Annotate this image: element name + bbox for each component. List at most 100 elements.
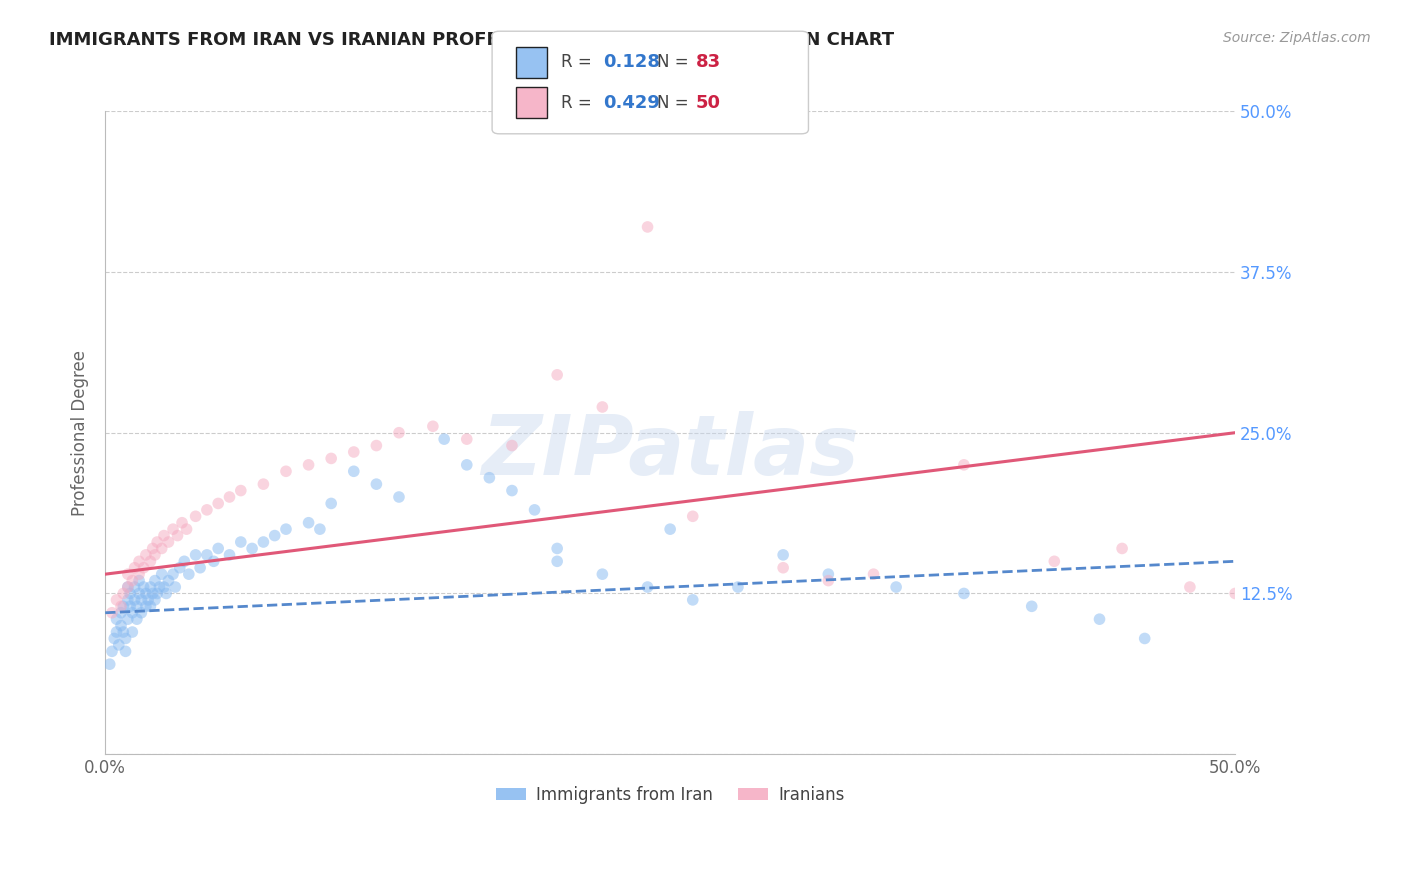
Point [1088, 612, 1111, 626]
Point [546, 554, 568, 568]
Point [240, 541, 263, 556]
Point [366, 477, 388, 491]
Point [366, 439, 388, 453]
Point [207, 541, 229, 556]
Point [202, 554, 225, 568]
Point [478, 471, 501, 485]
Text: N =: N = [657, 54, 693, 71]
Point [150, 567, 173, 582]
Point [772, 548, 794, 562]
Point [817, 574, 839, 588]
Point [388, 490, 411, 504]
Point [682, 593, 704, 607]
Point [207, 496, 229, 510]
Point [1021, 599, 1043, 614]
Point [107, 638, 129, 652]
Point [105, 612, 128, 626]
Point [229, 535, 252, 549]
Point [105, 625, 128, 640]
Point [343, 445, 366, 459]
Point [131, 593, 153, 607]
Point [125, 612, 148, 626]
Point [110, 606, 132, 620]
Point [139, 554, 162, 568]
Point [195, 548, 218, 562]
Point [184, 548, 207, 562]
Point [169, 560, 191, 574]
Point [343, 464, 366, 478]
Text: Source: ZipAtlas.com: Source: ZipAtlas.com [1223, 31, 1371, 45]
Point [1178, 580, 1201, 594]
Point [131, 606, 153, 620]
Point [166, 528, 188, 542]
Point [112, 625, 135, 640]
Point [195, 503, 218, 517]
Text: 0.429: 0.429 [603, 94, 659, 112]
Point [953, 586, 976, 600]
Point [309, 522, 332, 536]
Point [132, 580, 155, 594]
Point [252, 477, 274, 491]
Point [184, 509, 207, 524]
Point [143, 593, 166, 607]
Point [153, 580, 176, 594]
Point [128, 554, 150, 568]
Point [388, 425, 411, 440]
Text: 0.128: 0.128 [603, 54, 661, 71]
Text: N =: N = [657, 94, 693, 112]
Text: 83: 83 [696, 54, 721, 71]
Point [433, 432, 456, 446]
Point [862, 567, 884, 582]
Text: R =: R = [561, 54, 598, 71]
Point [98, 657, 121, 672]
Point [120, 586, 142, 600]
Point [157, 574, 180, 588]
Point [321, 496, 343, 510]
Point [456, 458, 478, 472]
Point [176, 522, 198, 536]
Point [120, 599, 142, 614]
Point [218, 490, 240, 504]
Point [155, 586, 177, 600]
Point [637, 219, 659, 234]
Point [121, 625, 143, 640]
Point [128, 567, 150, 582]
Point [105, 593, 128, 607]
Point [110, 599, 132, 614]
Point [153, 528, 176, 542]
Point [146, 535, 169, 549]
Point [456, 432, 478, 446]
Point [117, 567, 139, 582]
Point [136, 593, 159, 607]
Point [117, 580, 139, 594]
Point [817, 567, 839, 582]
Point [1043, 554, 1066, 568]
Point [591, 567, 613, 582]
Point [146, 586, 169, 600]
Point [139, 580, 162, 594]
Point [124, 593, 146, 607]
Point [101, 644, 124, 658]
Point [150, 541, 173, 556]
Point [321, 451, 343, 466]
Point [727, 580, 749, 594]
Point [114, 632, 136, 646]
Point [501, 439, 523, 453]
Point [274, 522, 297, 536]
Point [128, 586, 150, 600]
Point [125, 599, 148, 614]
Point [117, 612, 139, 626]
Point [142, 586, 165, 600]
Point [142, 541, 165, 556]
Point [501, 483, 523, 498]
Point [135, 586, 157, 600]
Point [170, 516, 193, 530]
Point [884, 580, 907, 594]
Point [1111, 541, 1133, 556]
Point [124, 560, 146, 574]
Legend: Immigrants from Iran, Iranians: Immigrants from Iran, Iranians [489, 779, 851, 810]
Point [121, 574, 143, 588]
Point [117, 580, 139, 594]
Text: R =: R = [561, 94, 598, 112]
Point [110, 618, 132, 632]
